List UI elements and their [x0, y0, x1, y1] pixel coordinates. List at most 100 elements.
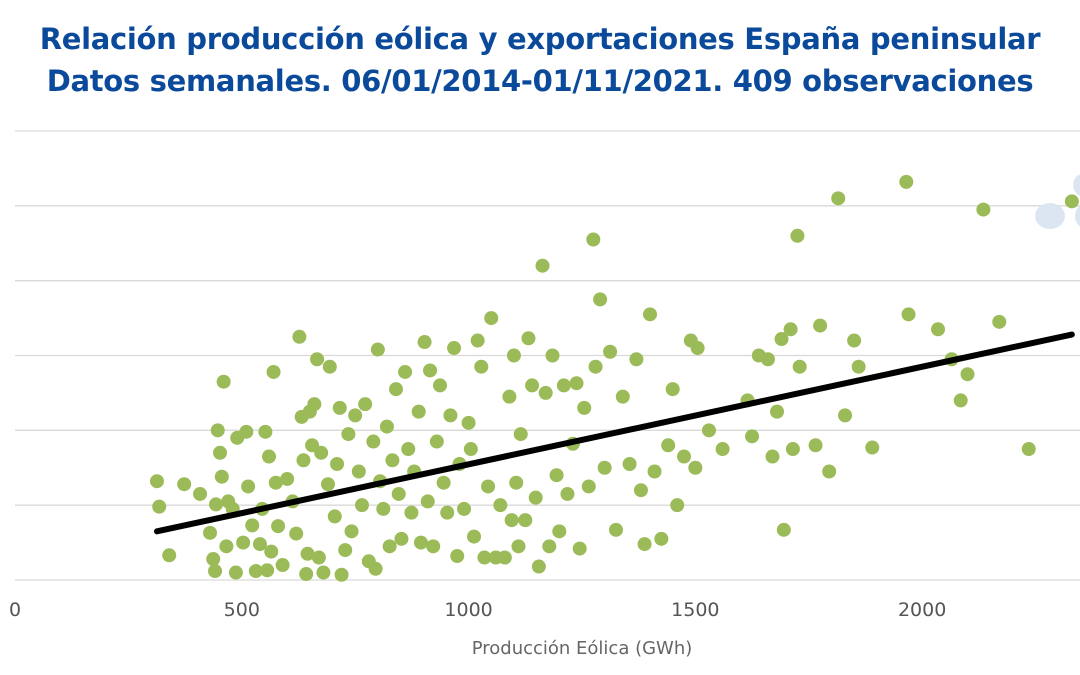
data-point — [603, 344, 618, 359]
data-point — [334, 567, 349, 582]
data-point — [715, 442, 730, 457]
data-point — [228, 565, 243, 580]
x-tick-label: 500 — [224, 599, 260, 621]
data-point — [193, 486, 208, 501]
data-point — [931, 322, 946, 337]
data-point — [210, 423, 225, 438]
data-point — [847, 333, 862, 348]
data-point — [461, 415, 476, 430]
data-point — [518, 513, 533, 528]
data-point — [597, 460, 612, 475]
data-point — [670, 498, 685, 513]
data-point — [440, 505, 455, 520]
data-point — [960, 367, 975, 382]
data-point — [838, 408, 853, 423]
data-point — [690, 341, 705, 356]
data-point — [463, 442, 478, 457]
faded-markers — [1035, 174, 1080, 229]
data-point — [433, 378, 448, 393]
data-point — [280, 471, 295, 486]
data-point — [239, 424, 254, 439]
faded-marker — [1073, 174, 1080, 196]
data-point — [899, 174, 914, 189]
data-point — [509, 475, 524, 490]
data-point — [426, 539, 441, 554]
data-point — [275, 558, 290, 573]
data-point — [481, 479, 496, 494]
data-point — [1064, 194, 1079, 209]
data-point — [262, 449, 277, 464]
data-point — [506, 348, 521, 363]
data-point — [385, 453, 400, 468]
data-point — [338, 543, 353, 558]
data-point — [493, 498, 508, 513]
data-point — [521, 331, 536, 346]
data-point — [358, 397, 373, 412]
data-point — [633, 483, 648, 498]
data-point — [264, 544, 279, 559]
data-point — [248, 564, 263, 579]
data-point — [586, 232, 601, 247]
data-point — [310, 352, 325, 367]
data-point — [208, 497, 223, 512]
data-point — [245, 518, 260, 533]
data-point — [535, 258, 550, 273]
data-point — [467, 529, 482, 544]
data-point — [992, 314, 1007, 329]
data-point — [332, 400, 347, 415]
data-point — [504, 513, 519, 528]
data-point — [177, 477, 192, 492]
data-point — [654, 531, 669, 546]
data-point — [401, 442, 416, 457]
data-point — [661, 438, 676, 453]
data-point — [260, 563, 275, 578]
data-point — [258, 424, 273, 439]
data-points — [149, 174, 1079, 582]
data-point — [593, 292, 608, 307]
x-tick-label: 0 — [9, 599, 21, 621]
data-point — [213, 445, 228, 460]
data-point — [307, 397, 322, 412]
data-point — [236, 535, 251, 550]
x-tick-label: 1000 — [444, 599, 492, 621]
data-point — [436, 475, 451, 490]
data-point — [330, 457, 345, 472]
data-point — [443, 408, 458, 423]
data-point — [450, 549, 465, 564]
x-tick-label: 2000 — [898, 599, 946, 621]
data-point — [429, 434, 444, 449]
data-point — [569, 376, 584, 391]
data-point — [556, 378, 571, 393]
data-point — [792, 359, 807, 374]
data-point — [354, 498, 369, 513]
data-point — [474, 359, 489, 374]
data-point — [822, 464, 837, 479]
data-point — [865, 440, 880, 455]
data-point — [528, 490, 543, 505]
data-point — [608, 522, 623, 537]
data-point — [152, 499, 167, 514]
data-point — [851, 359, 866, 374]
data-point — [477, 550, 492, 565]
data-point — [389, 382, 404, 397]
data-point — [785, 442, 800, 457]
data-point — [322, 359, 337, 374]
data-point — [545, 348, 560, 363]
data-point — [447, 341, 462, 356]
data-point — [577, 400, 592, 415]
data-point — [581, 479, 596, 494]
data-point — [316, 565, 331, 580]
data-point — [296, 453, 311, 468]
data-point — [457, 501, 472, 516]
data-point — [382, 539, 397, 554]
data-point — [398, 364, 413, 379]
data-point — [572, 541, 587, 556]
data-point — [368, 561, 383, 576]
data-point — [745, 429, 760, 444]
data-point — [292, 329, 307, 344]
x-axis-ticks: 0 500 1000 1500 2000 — [9, 599, 946, 621]
chart-subtitle: Datos semanales. 06/01/2014-01/11/2021. … — [46, 64, 1034, 98]
data-point — [203, 525, 218, 540]
data-point — [423, 363, 438, 378]
faded-marker — [1035, 203, 1065, 229]
